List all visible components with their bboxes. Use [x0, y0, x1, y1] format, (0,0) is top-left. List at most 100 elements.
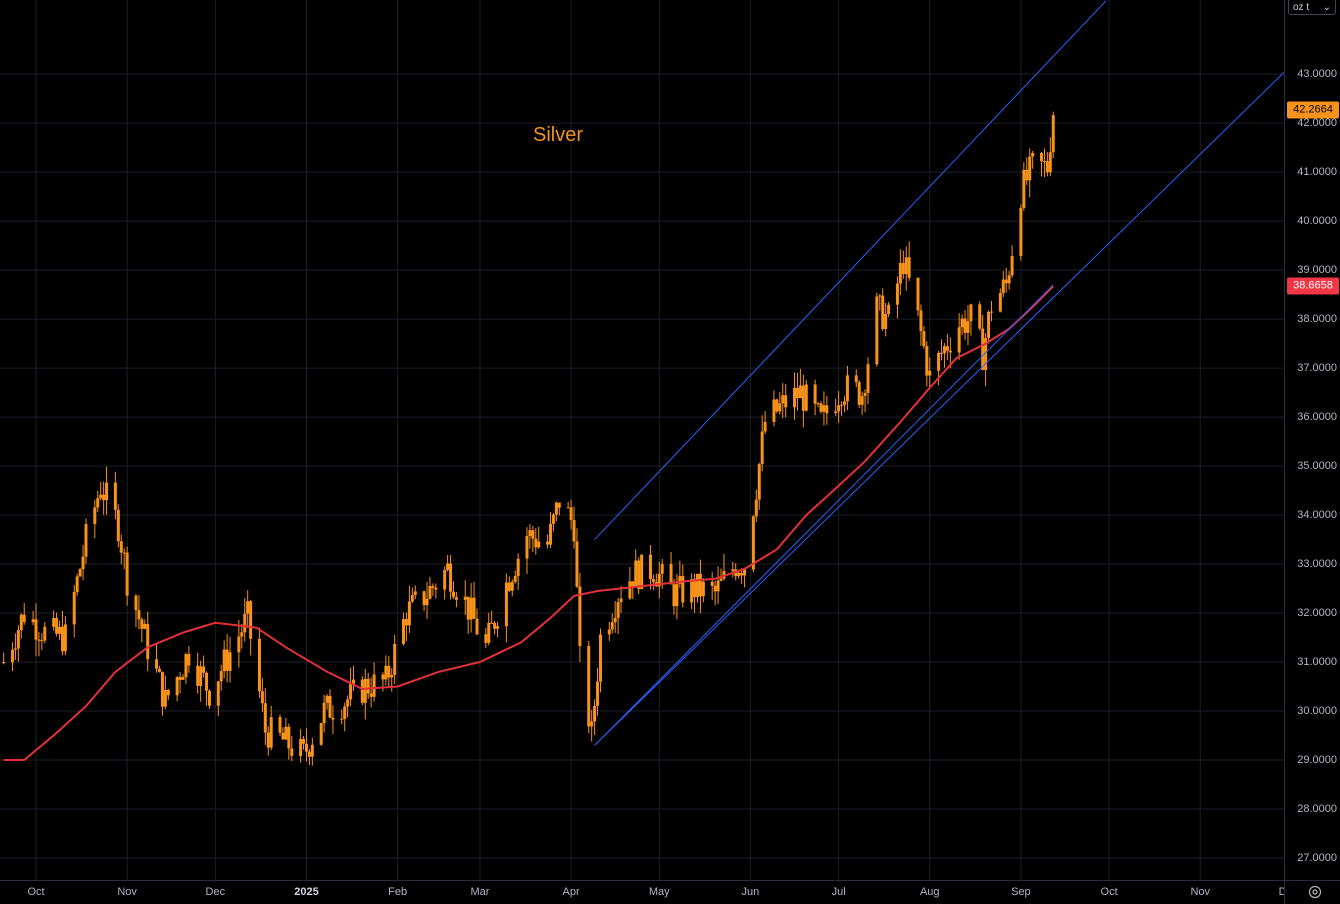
candle-body	[469, 597, 473, 620]
candle-body	[596, 681, 600, 706]
candle-body	[263, 703, 267, 733]
trend-channel-line	[594, 0, 1107, 540]
time-tick-label: Jul	[831, 886, 846, 898]
candle-body	[328, 695, 332, 718]
candle-body	[307, 751, 311, 757]
candle-body	[58, 626, 62, 634]
settings-icon[interactable]	[1307, 884, 1323, 900]
candle-body	[451, 591, 455, 598]
candle-body	[425, 598, 429, 606]
candle-body	[863, 392, 867, 397]
candle-body	[434, 587, 438, 590]
candle-body	[463, 596, 467, 600]
candle-body	[854, 375, 858, 383]
time-tick-label: Nov	[117, 886, 137, 898]
candle-body	[449, 563, 453, 592]
candle-body	[569, 507, 573, 521]
candle-body	[157, 668, 161, 672]
candle-body	[146, 623, 150, 660]
candle-body	[216, 681, 220, 706]
candle-body	[249, 601, 253, 639]
candle-body	[610, 622, 614, 630]
candle-body	[75, 576, 79, 593]
candle-body	[402, 619, 405, 644]
candle-body	[63, 624, 67, 652]
candle-body	[534, 538, 538, 548]
time-tick-label: Apr	[562, 886, 580, 898]
candle-body	[196, 665, 200, 686]
candle-body	[669, 564, 673, 585]
candle-body	[119, 541, 123, 553]
candle-body	[566, 507, 570, 509]
candle-body	[246, 601, 250, 614]
candle-body	[1028, 156, 1032, 181]
candle-body	[490, 622, 494, 624]
candle-body	[525, 536, 529, 559]
candle-body	[546, 541, 550, 545]
candle-body	[619, 598, 623, 603]
candle-body	[266, 732, 270, 748]
candle-body	[984, 338, 988, 371]
candle-body	[860, 396, 864, 405]
candle-body	[557, 502, 561, 508]
candle-body	[825, 405, 829, 414]
time-tick-label: May	[648, 886, 670, 898]
price-scale[interactable]: 27.0000 28.0000 29.0000 30.0000 31.0000 32.00…	[1284, 0, 1340, 880]
candle-body	[219, 671, 223, 682]
candle-body	[366, 678, 370, 694]
chart-plot-area[interactable]: Silver	[0, 0, 1298, 880]
candle-body	[331, 717, 335, 720]
candle-body	[701, 581, 705, 597]
candle-body	[155, 659, 159, 669]
candle-body	[504, 582, 508, 627]
candle-body	[990, 311, 993, 313]
candle-body	[1007, 275, 1011, 284]
candle-body	[166, 689, 170, 696]
time-tick-label: Mar	[470, 886, 490, 898]
candle-body	[945, 346, 949, 351]
time-tick-label: Aug	[919, 886, 940, 898]
candle-body	[866, 364, 870, 393]
candle-body	[343, 706, 347, 719]
candle-body	[784, 395, 788, 408]
candle-body	[681, 576, 685, 603]
candle-body	[798, 385, 802, 399]
candle-body	[407, 601, 411, 626]
candle-body	[52, 618, 56, 627]
candle-body	[957, 327, 961, 353]
candle-body	[613, 617, 617, 623]
candle-body	[513, 575, 517, 582]
candle-body	[281, 732, 285, 740]
candle-body	[393, 643, 397, 675]
time-scale[interactable]: Oct Nov Dec 2025 Feb Mar Apr May Jun Jul Aug Sep Oct…	[0, 880, 1298, 904]
candle-body	[942, 346, 946, 354]
candle-body	[637, 560, 641, 589]
candle-body	[113, 482, 117, 510]
candle-body	[1010, 255, 1014, 276]
candle-body	[898, 263, 902, 284]
candle-body	[325, 695, 329, 703]
price-tick-label: 41.0000	[1297, 166, 1337, 179]
unit-selector[interactable]: oz t ⌄	[1288, 0, 1336, 15]
candle-body	[269, 717, 273, 748]
candle-body	[937, 352, 941, 371]
candle-body	[837, 405, 841, 412]
candle-body	[593, 705, 597, 722]
candle-body	[763, 421, 767, 432]
candle-body	[675, 583, 679, 607]
price-tick-label: 43.0000	[1297, 68, 1337, 81]
candle-body	[551, 514, 555, 524]
candle-body	[78, 569, 82, 577]
candle-body	[572, 520, 576, 542]
candle-body	[960, 318, 964, 328]
candle-body	[987, 311, 991, 339]
candle-body	[804, 384, 808, 411]
candle-body	[484, 634, 488, 643]
price-chart	[0, 0, 1298, 880]
price-tick-label: 38.0000	[1297, 313, 1337, 326]
price-tick-label: 30.0000	[1297, 705, 1337, 718]
candle-body	[978, 304, 982, 329]
time-tick-label: Feb	[388, 886, 408, 898]
candle-body	[916, 277, 920, 311]
candle-body	[881, 295, 885, 330]
